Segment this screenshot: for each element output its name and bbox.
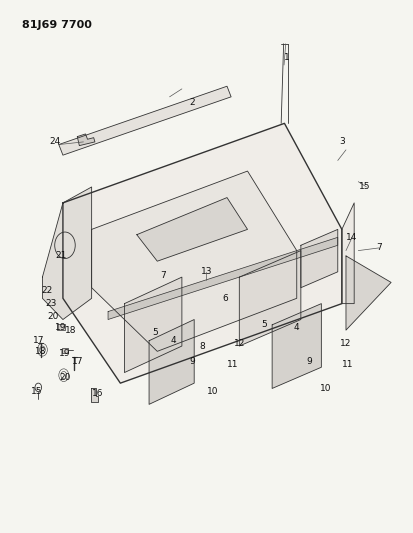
Text: 9: 9 [306, 358, 312, 367]
Text: 17: 17 [33, 336, 44, 345]
Text: 19: 19 [59, 350, 71, 359]
Text: 3: 3 [339, 138, 345, 147]
Text: 19: 19 [55, 323, 66, 332]
Text: 12: 12 [234, 339, 245, 348]
Text: 17: 17 [71, 358, 83, 367]
Text: 15: 15 [31, 386, 42, 395]
Text: 7: 7 [376, 244, 382, 253]
Polygon shape [63, 123, 342, 383]
Text: 10: 10 [207, 386, 218, 395]
Text: 5: 5 [261, 320, 267, 329]
Bar [57, 324, 64, 330]
Text: 15: 15 [358, 182, 370, 191]
Text: 7: 7 [161, 271, 166, 280]
Text: 6: 6 [222, 294, 228, 303]
Text: 2: 2 [189, 98, 195, 107]
Text: 11: 11 [342, 360, 354, 369]
Text: 10: 10 [320, 384, 331, 393]
Text: 20: 20 [47, 312, 58, 321]
Polygon shape [124, 277, 182, 373]
Polygon shape [77, 134, 95, 146]
Text: 21: 21 [55, 252, 66, 261]
Text: 16: 16 [92, 389, 104, 398]
Text: 11: 11 [228, 360, 239, 369]
Text: 1: 1 [284, 53, 290, 62]
Bar [62, 348, 68, 353]
Text: 8: 8 [199, 342, 205, 351]
Text: 22: 22 [41, 286, 52, 295]
Text: 4: 4 [294, 323, 299, 332]
Polygon shape [43, 187, 92, 319]
Polygon shape [342, 203, 354, 304]
Text: 24: 24 [49, 138, 60, 147]
Text: 81J69 7700: 81J69 7700 [22, 20, 92, 30]
Polygon shape [301, 229, 338, 288]
Polygon shape [272, 304, 321, 389]
Text: 14: 14 [347, 233, 358, 242]
Polygon shape [239, 251, 301, 346]
Text: 5: 5 [152, 328, 158, 337]
Polygon shape [346, 256, 391, 330]
Text: 4: 4 [171, 336, 176, 345]
Text: 23: 23 [45, 299, 56, 308]
Text: 12: 12 [340, 339, 351, 348]
Polygon shape [59, 86, 231, 155]
Text: 9: 9 [189, 358, 195, 367]
Polygon shape [149, 319, 194, 405]
Polygon shape [91, 389, 98, 402]
Text: 18: 18 [65, 326, 77, 335]
Polygon shape [137, 198, 247, 261]
Text: 18: 18 [35, 347, 46, 356]
Text: 20: 20 [59, 373, 71, 382]
Text: 13: 13 [201, 268, 212, 276]
Polygon shape [108, 237, 338, 319]
Polygon shape [92, 171, 297, 351]
